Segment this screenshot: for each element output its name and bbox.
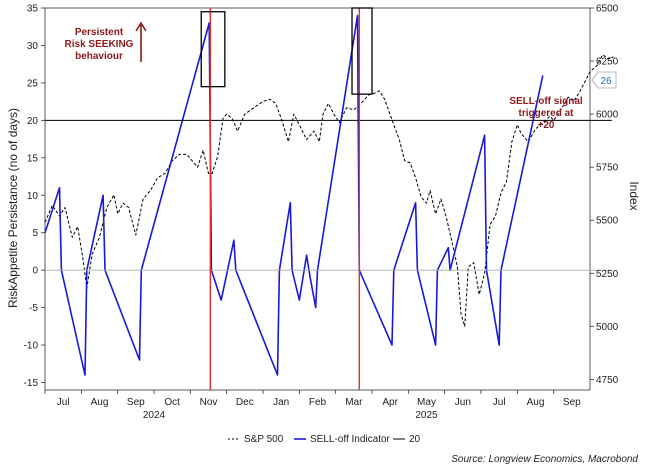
highlight-box [200, 11, 226, 88]
legend: S&P 500 SELL-off Indicator 20 [228, 434, 421, 445]
left-tick-label: -10 [24, 341, 39, 352]
right-tick-label: 6250 [596, 57, 619, 68]
x-tick-label: Apr [382, 397, 398, 408]
right-axis-title: Index [627, 181, 641, 210]
selloff-indicator-line [44, 14, 544, 376]
plot-area [44, 7, 614, 391]
highlight-box [351, 7, 373, 95]
annotation-persistent-line-2: Risk SEEKING [65, 39, 134, 50]
left-tick-label: 30 [27, 41, 39, 52]
up-arrow-icon [135, 21, 147, 62]
sp500-line [44, 54, 614, 327]
x-axis-ticks: Jul Aug Sep Oct Nov Dec Jan Feb Mar Apr May Jun Jul A… [44, 390, 581, 421]
x-tick-label: Aug [527, 397, 545, 408]
legend-label-selloff: SELL-off Indicator [310, 434, 391, 445]
right-tick-label: 6500 [596, 4, 619, 15]
right-tick-label: 5000 [596, 322, 619, 333]
left-tick-label: 25 [27, 78, 39, 89]
right-tick-label: 6000 [596, 110, 619, 121]
annotation-selloff-line-1: SELL-off signal [509, 96, 583, 107]
annotation-persistent-line-3: behaviour [75, 51, 123, 62]
right-tick-label: 5500 [596, 216, 619, 227]
x-tick-label: Jul [493, 397, 506, 408]
left-tick-label: -5 [29, 303, 38, 314]
x-tick-label: Jun [455, 397, 471, 408]
annotation-selloff-line-2: triggered at [518, 108, 574, 119]
left-tick-label: 35 [27, 4, 39, 15]
x-tick-label: Nov [200, 397, 218, 408]
left-axis-ticks: 35 30 25 20 15 10 5 0 -5 -10 -15 [24, 4, 45, 389]
plot-frame [44, 7, 591, 391]
left-tick-label: 20 [27, 116, 39, 127]
legend-label-sp500: S&P 500 [244, 434, 284, 445]
right-axis-ticks: 6500 6250 6000 5750 5500 5250 5000 4750 [590, 4, 619, 386]
left-tick-label: 0 [32, 266, 38, 277]
annotation-selloff-line-3: +20 [538, 120, 555, 131]
annotation-persistent-line-1: Persistent [75, 27, 124, 38]
left-tick-label: 15 [27, 153, 39, 164]
x-tick-label: Mar [345, 397, 363, 408]
x-tick-label: Aug [91, 397, 109, 408]
x-tick-label: Sep [127, 397, 145, 408]
last-value-text: 26 [600, 76, 612, 87]
last-value-badge: 26 [591, 71, 617, 89]
right-tick-label: 5750 [596, 163, 619, 174]
x-tick-label: Oct [164, 397, 180, 408]
source-note: Source: Longview Economics, Macrobond [451, 454, 638, 465]
left-tick-label: 5 [32, 228, 38, 239]
x-year-label: 2024 [143, 410, 166, 421]
x-tick-label: Jul [57, 397, 70, 408]
left-axis-title: RiskAppetite Persistance (no of days) [6, 108, 20, 308]
right-tick-label: 5250 [596, 269, 619, 280]
x-tick-label: Sep [563, 397, 581, 408]
x-tick-label: May [417, 397, 436, 408]
left-tick-label: 10 [27, 191, 39, 202]
right-tick-label: 4750 [596, 375, 619, 386]
legend-label-20: 20 [409, 434, 421, 445]
x-tick-label: Jan [273, 397, 289, 408]
x-year-label: 2025 [415, 410, 438, 421]
x-tick-label: Feb [309, 397, 327, 408]
x-tick-label: Dec [236, 397, 254, 408]
left-tick-label: -15 [24, 378, 39, 389]
